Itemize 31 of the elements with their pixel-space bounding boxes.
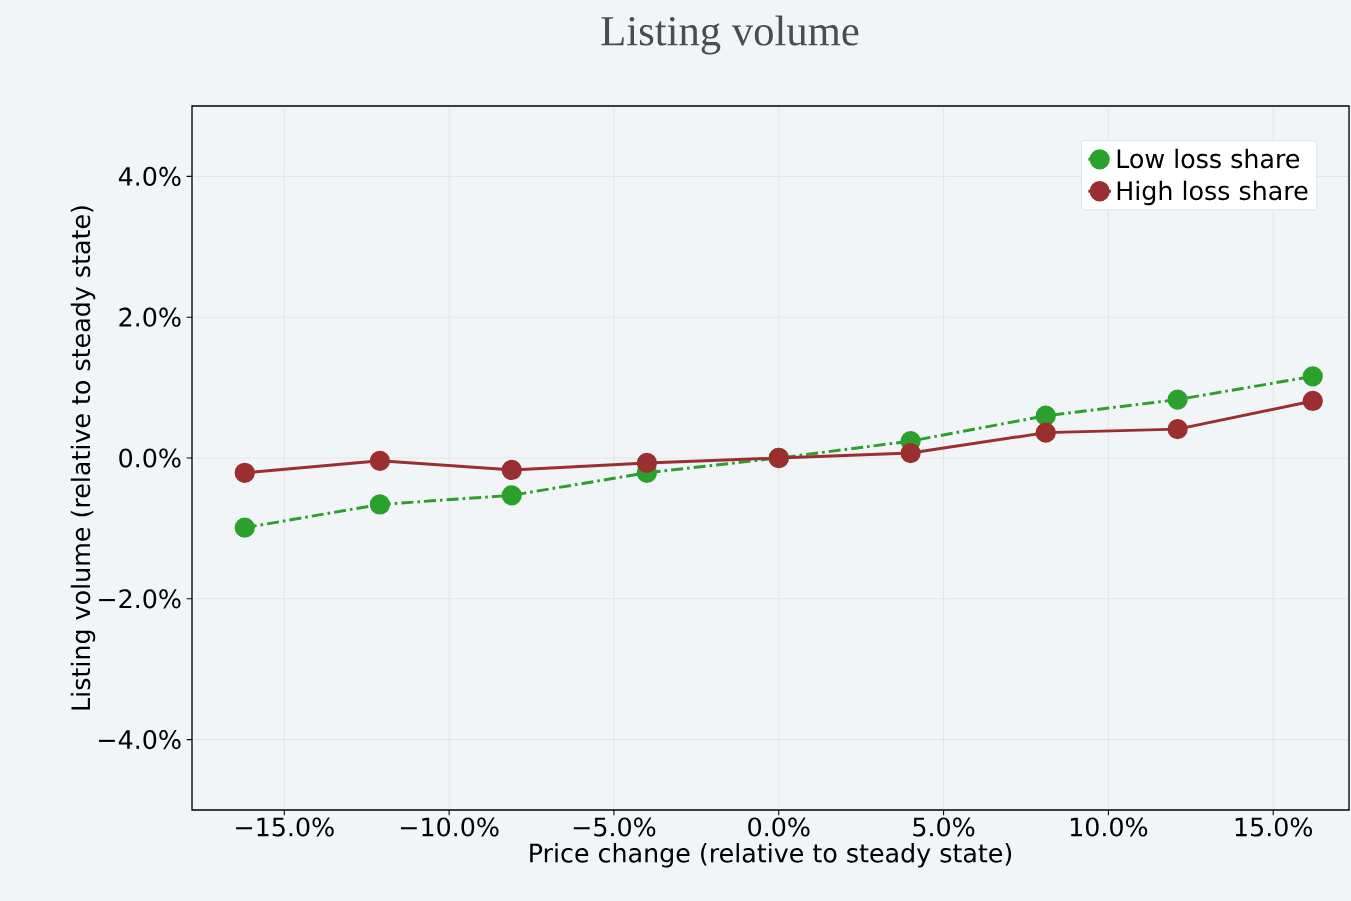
point (636, 452, 658, 474)
point (1035, 405, 1056, 426)
x-tick-label: −5.0% (573, 817, 656, 837)
point (1167, 389, 1188, 410)
x-tick-label: 5.0% (913, 817, 975, 837)
y-tick-label: 2.0% (119, 307, 181, 327)
y-tick-label: 0.0% (119, 448, 181, 468)
point (1302, 390, 1323, 412)
y-tick-label: −4.0% (99, 730, 181, 750)
point (1035, 422, 1056, 443)
point (1167, 419, 1188, 440)
legend-label: Low loss share (1117, 148, 1300, 169)
chart-title: Listing volume (601, 15, 859, 55)
point (234, 517, 255, 538)
point (369, 494, 391, 515)
y-tick-label: −2.0% (99, 589, 181, 609)
point (234, 462, 255, 483)
x-tick-label: 15.0% (1235, 817, 1313, 837)
y-tick-label: 4.0% (118, 166, 181, 186)
point (501, 459, 522, 481)
point (1302, 366, 1323, 387)
x-tick-label: −15.0% (236, 817, 334, 837)
x-tick-label: 0.0% (748, 817, 810, 837)
x-tick-label: −10.0% (400, 817, 499, 837)
legend-label: High loss share (1117, 180, 1308, 206)
y-axis-title: Listing volume (relative to steady state) (70, 206, 96, 710)
x-axis-title: Price change (relative to steady state) (530, 843, 1012, 868)
x-tick-label: 10.0% (1070, 817, 1148, 837)
point (369, 450, 391, 471)
point (501, 485, 522, 506)
point (900, 442, 921, 464)
